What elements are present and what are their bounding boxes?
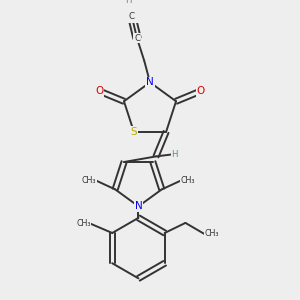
Text: CH₃: CH₃: [204, 229, 219, 238]
Text: N: N: [135, 201, 142, 211]
Text: CH₃: CH₃: [76, 219, 91, 228]
Text: H: H: [172, 150, 178, 159]
Text: C: C: [134, 34, 140, 43]
Text: CH₃: CH₃: [181, 176, 195, 185]
Text: N: N: [146, 77, 154, 87]
Text: CH₃: CH₃: [82, 176, 96, 185]
Text: H: H: [125, 0, 132, 5]
Text: C: C: [129, 12, 135, 21]
Text: O: O: [196, 86, 205, 96]
Text: O: O: [95, 86, 104, 96]
Text: S: S: [130, 127, 137, 137]
